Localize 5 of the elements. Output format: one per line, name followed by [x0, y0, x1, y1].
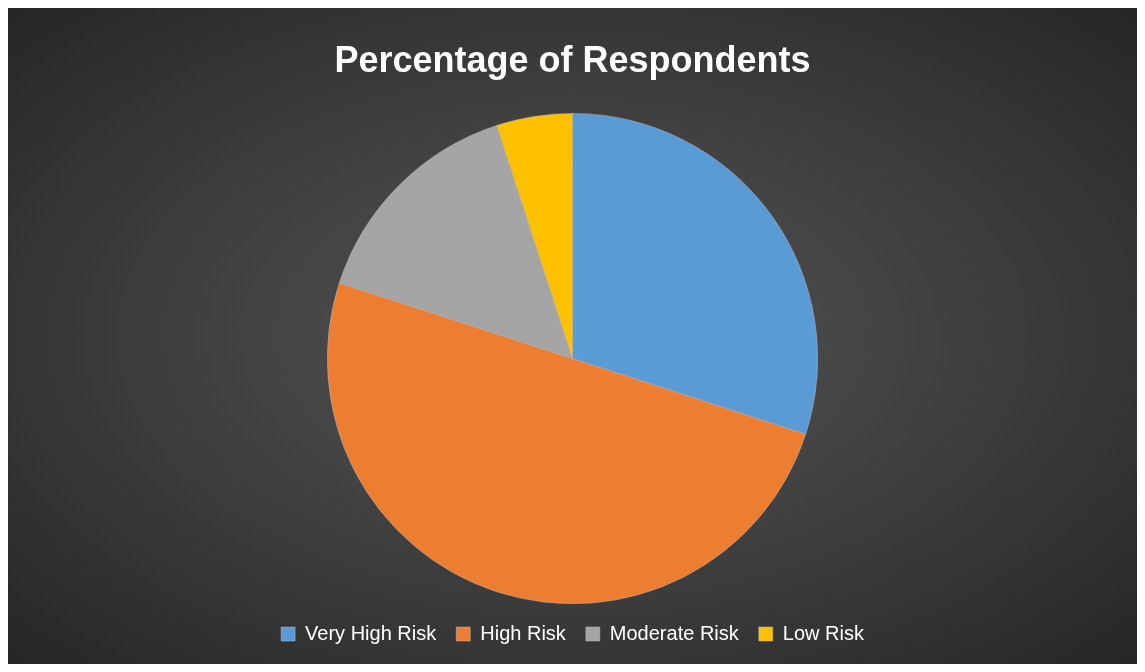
chart-title: Percentage of Respondents [334, 38, 811, 80]
legend-label: High Risk [480, 621, 567, 644]
legend-label: Very High Risk [305, 621, 438, 644]
legend-label: Low Risk [782, 621, 865, 644]
legend-label: Moderate Risk [609, 621, 740, 644]
